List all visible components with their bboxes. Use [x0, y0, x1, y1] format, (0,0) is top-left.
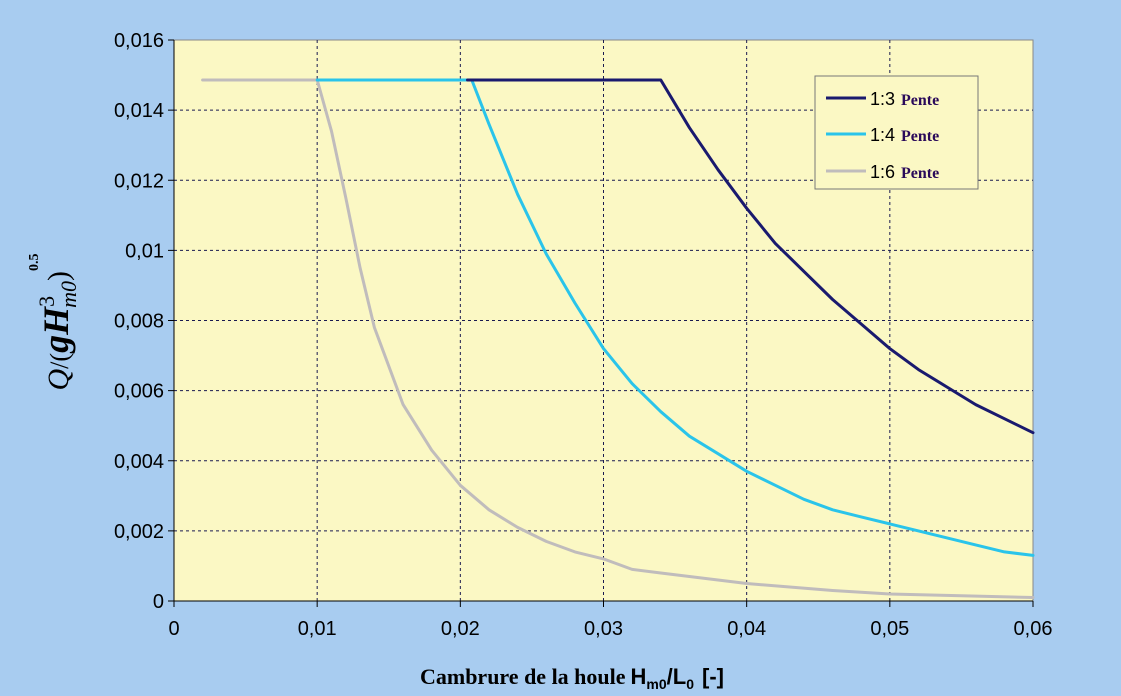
ylabel-open: /( [45, 353, 74, 369]
series-line-1-6 [201, 78, 1035, 599]
legend-entry-1-4: 1:4 Pente [870, 125, 939, 145]
x-tick-label: 0 [168, 618, 179, 640]
ylabel-h: H [36, 306, 76, 336]
legend-entry-1-6: 1:6 Pente [870, 162, 939, 182]
y-axis-label: Q/(gH3m0)0.5 [27, 254, 81, 391]
y-tick-label: 0,006 [114, 381, 164, 403]
y-tick-label: 0,012 [114, 170, 164, 192]
ylabel-close: ) [42, 271, 75, 281]
legend-ratio-1-6: 1:6 [870, 162, 895, 182]
y-tick-label: 0,008 [114, 311, 164, 333]
xlabel-slash: /L [667, 664, 687, 689]
y-tick-label: 0,004 [114, 451, 164, 473]
x-tick-label: 0,06 [1014, 618, 1053, 640]
xlabel-prefix: Cambrure de la houle [420, 664, 626, 689]
legend-entry-1-3: 1:3 Pente [870, 89, 939, 109]
ylabel-q: Q [42, 368, 75, 390]
x-tick-label: 0,01 [298, 618, 337, 640]
legend-word-1-3: Pente [901, 92, 939, 109]
y-tick-label: 0,01 [125, 240, 164, 262]
x-tick-label: 0,05 [870, 618, 909, 640]
legend-word-1-6: Pente [901, 165, 939, 182]
x-tick-label: 0,04 [727, 618, 766, 640]
x-axis-label: Cambrure de la houle Hm0/L0 [-] [420, 664, 724, 692]
series-layer [201, 78, 1035, 599]
svg-text:Q/(gH3m0)0.5: Q/(gH3m0)0.5 [27, 254, 81, 391]
ylabel-exp: 0.5 [27, 254, 42, 272]
legend-word-1-4: Pente [901, 128, 939, 145]
legend: 1:3 Pente 1:4 Pente 1:6 Pente [814, 75, 979, 190]
xlabel-h: H [631, 664, 647, 689]
xlabel-h-sub: m0 [646, 676, 666, 692]
ylabel-h-sup: 3 [34, 296, 59, 307]
legend-ratio-1-4: 1:4 [870, 125, 895, 145]
y-tick-label: 0,002 [114, 521, 164, 543]
y-tick-label: 0 [153, 591, 164, 613]
x-tick-label: 0,03 [584, 618, 623, 640]
ylabel-g: g [36, 335, 76, 354]
series-line-1-4 [315, 78, 1035, 557]
legend-ratio-1-3: 1:3 [870, 89, 895, 109]
xlabel-unit: [-] [702, 664, 724, 689]
tick-labels: 0 0,01 0,02 0,03 0,04 0,05 0,06 0 0,002 0,004 0,00… [114, 30, 1053, 640]
series-line-1-3 [466, 78, 1035, 435]
axes [168, 39, 1034, 607]
y-tick-label: 0,014 [114, 100, 164, 122]
xlabel-l-sub: 0 [686, 676, 694, 692]
ylabel-h-sub: m0 [56, 281, 81, 308]
y-tick-label: 0,016 [114, 30, 164, 52]
x-tick-label: 0,02 [441, 618, 480, 640]
